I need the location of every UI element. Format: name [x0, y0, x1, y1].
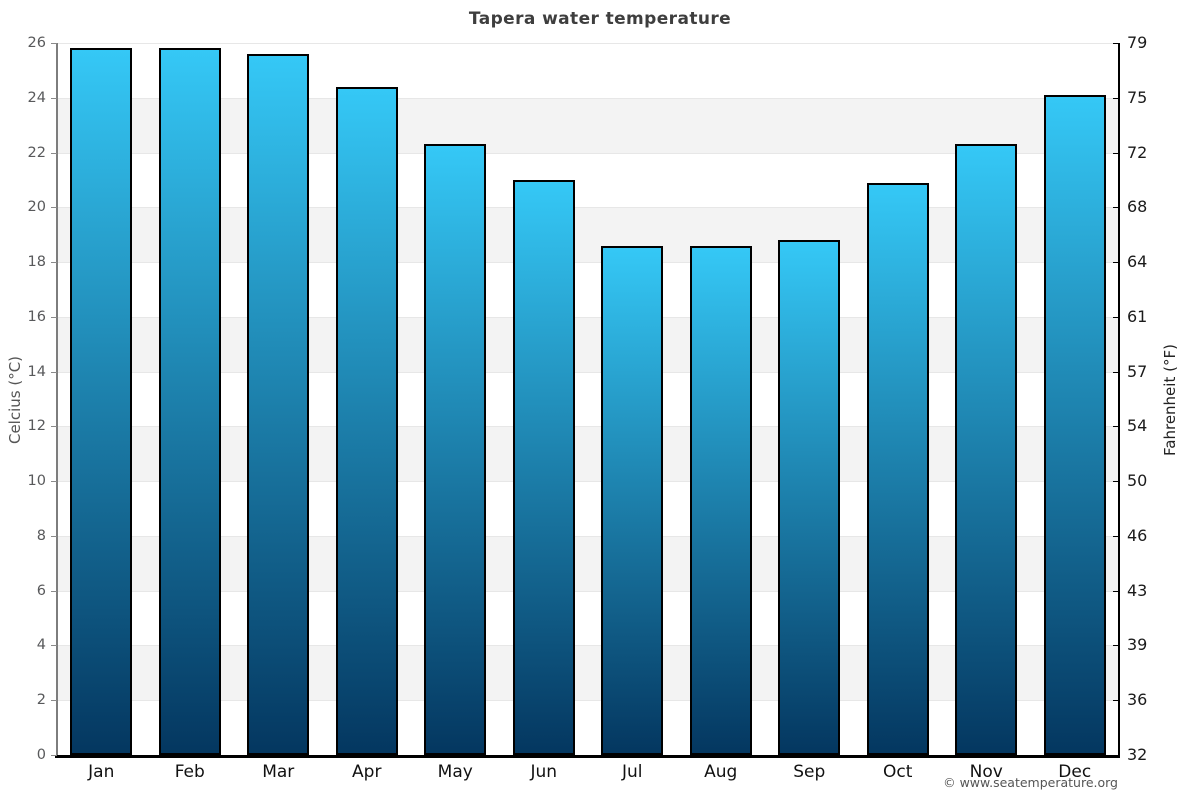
celsius-tick-4: 4	[36, 637, 46, 654]
bar-feb[interactable]	[158, 48, 221, 755]
background-band	[57, 535, 1119, 591]
x-axis-line	[55, 755, 1120, 758]
background-band	[57, 316, 1119, 372]
bar-aug[interactable]	[689, 245, 752, 755]
gridline	[57, 426, 1119, 428]
background-band	[57, 426, 1119, 482]
gridline	[57, 590, 1119, 592]
bar-jun[interactable]	[512, 179, 575, 755]
background-band	[57, 97, 1119, 153]
fahrenheit-tick-39: 39	[1127, 635, 1148, 655]
right-axis-line	[1118, 43, 1120, 755]
month-label-oct: Oct	[883, 762, 913, 782]
fahrenheit-tick-75: 75	[1127, 87, 1148, 107]
celsius-tick-2: 2	[36, 692, 46, 709]
fahrenheit-tick-72: 72	[1127, 142, 1148, 162]
gridline	[57, 371, 1119, 373]
chart-title: Tapera water temperature	[468, 9, 732, 29]
bar-sep[interactable]	[778, 240, 841, 755]
bar-nov[interactable]	[955, 144, 1018, 755]
month-label-jun: Jun	[530, 762, 558, 782]
gridline	[57, 43, 1119, 44]
bar-oct[interactable]	[866, 182, 929, 755]
month-label-mar: Mar	[262, 762, 295, 782]
bar-jan[interactable]	[70, 48, 133, 755]
gridline	[57, 207, 1119, 209]
month-label-jan: Jan	[88, 762, 115, 782]
gridline	[57, 262, 1119, 264]
month-label-aug: Aug	[704, 762, 738, 782]
watermark: © www.seatemperature.org	[943, 775, 1118, 790]
gridline	[57, 700, 1119, 702]
celsius-axis-label: Celcius (°C)	[6, 355, 24, 445]
celsius-tick-22: 22	[27, 144, 46, 161]
month-label-sep: Sep	[793, 762, 826, 782]
celsius-tick-24: 24	[27, 89, 46, 106]
gridline	[57, 316, 1119, 318]
gridline	[57, 481, 1119, 483]
month-label-apr: Apr	[352, 762, 382, 782]
bar-apr[interactable]	[335, 86, 398, 755]
celsius-tick-0: 0	[36, 747, 46, 763]
background-band	[57, 645, 1119, 701]
gridline	[57, 645, 1119, 647]
month-label-feb: Feb	[174, 762, 205, 782]
background-band	[57, 207, 1119, 263]
gridline	[57, 152, 1119, 154]
month-label-may: May	[437, 762, 473, 782]
fahrenheit-tick-36: 36	[1127, 690, 1148, 710]
bar-may[interactable]	[424, 144, 487, 755]
bar-dec[interactable]	[1043, 95, 1106, 755]
fahrenheit-tick-79: 79	[1127, 33, 1148, 52]
bar-jul[interactable]	[601, 245, 664, 755]
fahrenheit-tick-32: 32	[1127, 745, 1148, 764]
gridline	[57, 535, 1119, 537]
plot-area	[57, 43, 1119, 755]
bar-mar[interactable]	[247, 53, 310, 755]
month-label-jul: Jul	[621, 762, 643, 782]
fahrenheit-axis-label: Fahrenheit (°F)	[1161, 344, 1179, 456]
celsius-tick-26: 26	[27, 35, 46, 51]
gridline	[57, 97, 1119, 99]
left-axis-line	[56, 43, 58, 755]
